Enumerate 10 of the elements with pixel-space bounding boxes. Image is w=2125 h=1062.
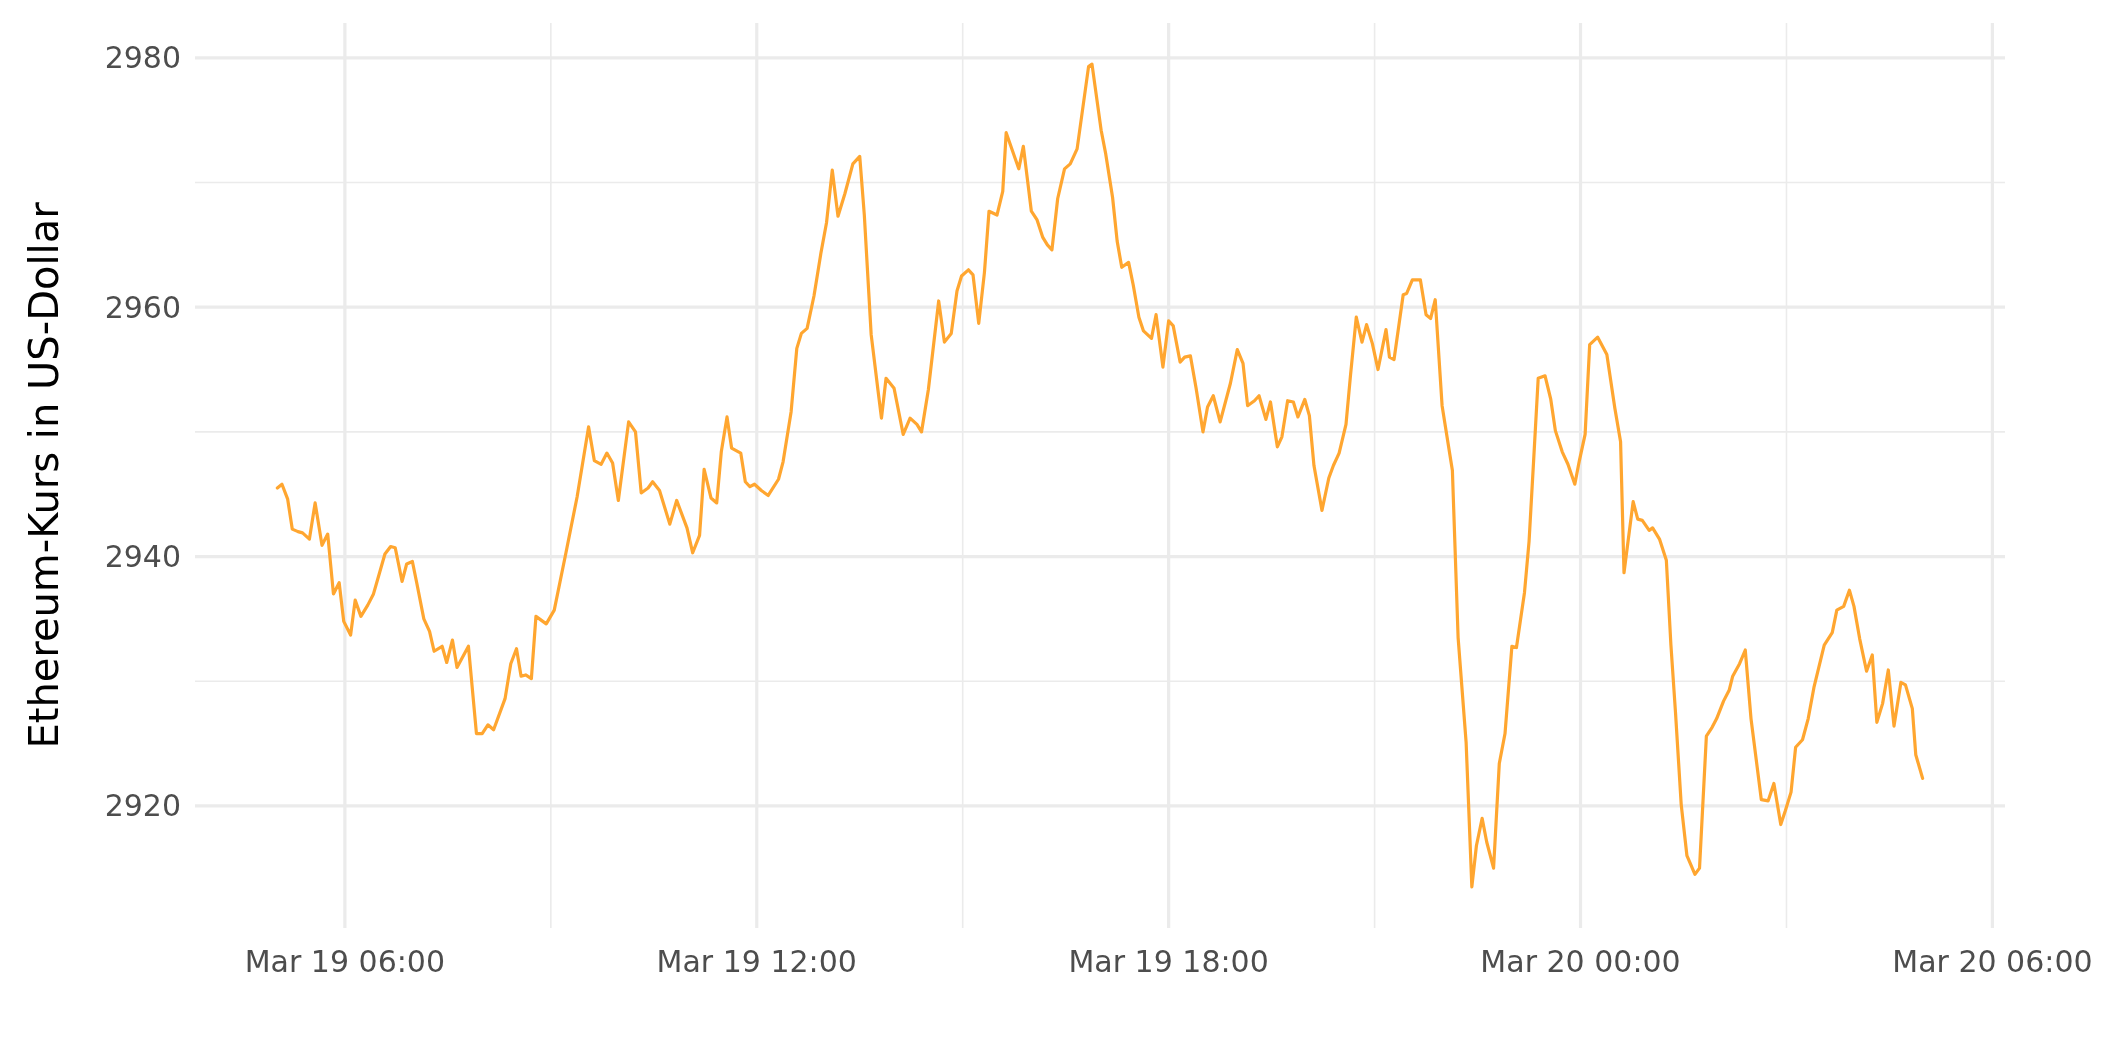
x-tick-label: Mar 20 00:00 [1480, 944, 1681, 979]
x-tick-label: Mar 20 06:00 [1892, 944, 2093, 979]
x-tick-label: Mar 19 06:00 [244, 944, 446, 979]
y-tick-label: 2980 [104, 40, 181, 76]
x-tick-label: Mar 19 18:00 [1068, 944, 1269, 979]
y-tick-label: 2960 [104, 289, 181, 325]
x-tick-label: Mar 19 12:00 [656, 944, 857, 979]
y-tick-label: 2940 [104, 539, 181, 575]
y-axis-title: Ethereum-Kurs in US-Dollar [21, 201, 67, 749]
y-tick-label: 2920 [104, 788, 181, 824]
